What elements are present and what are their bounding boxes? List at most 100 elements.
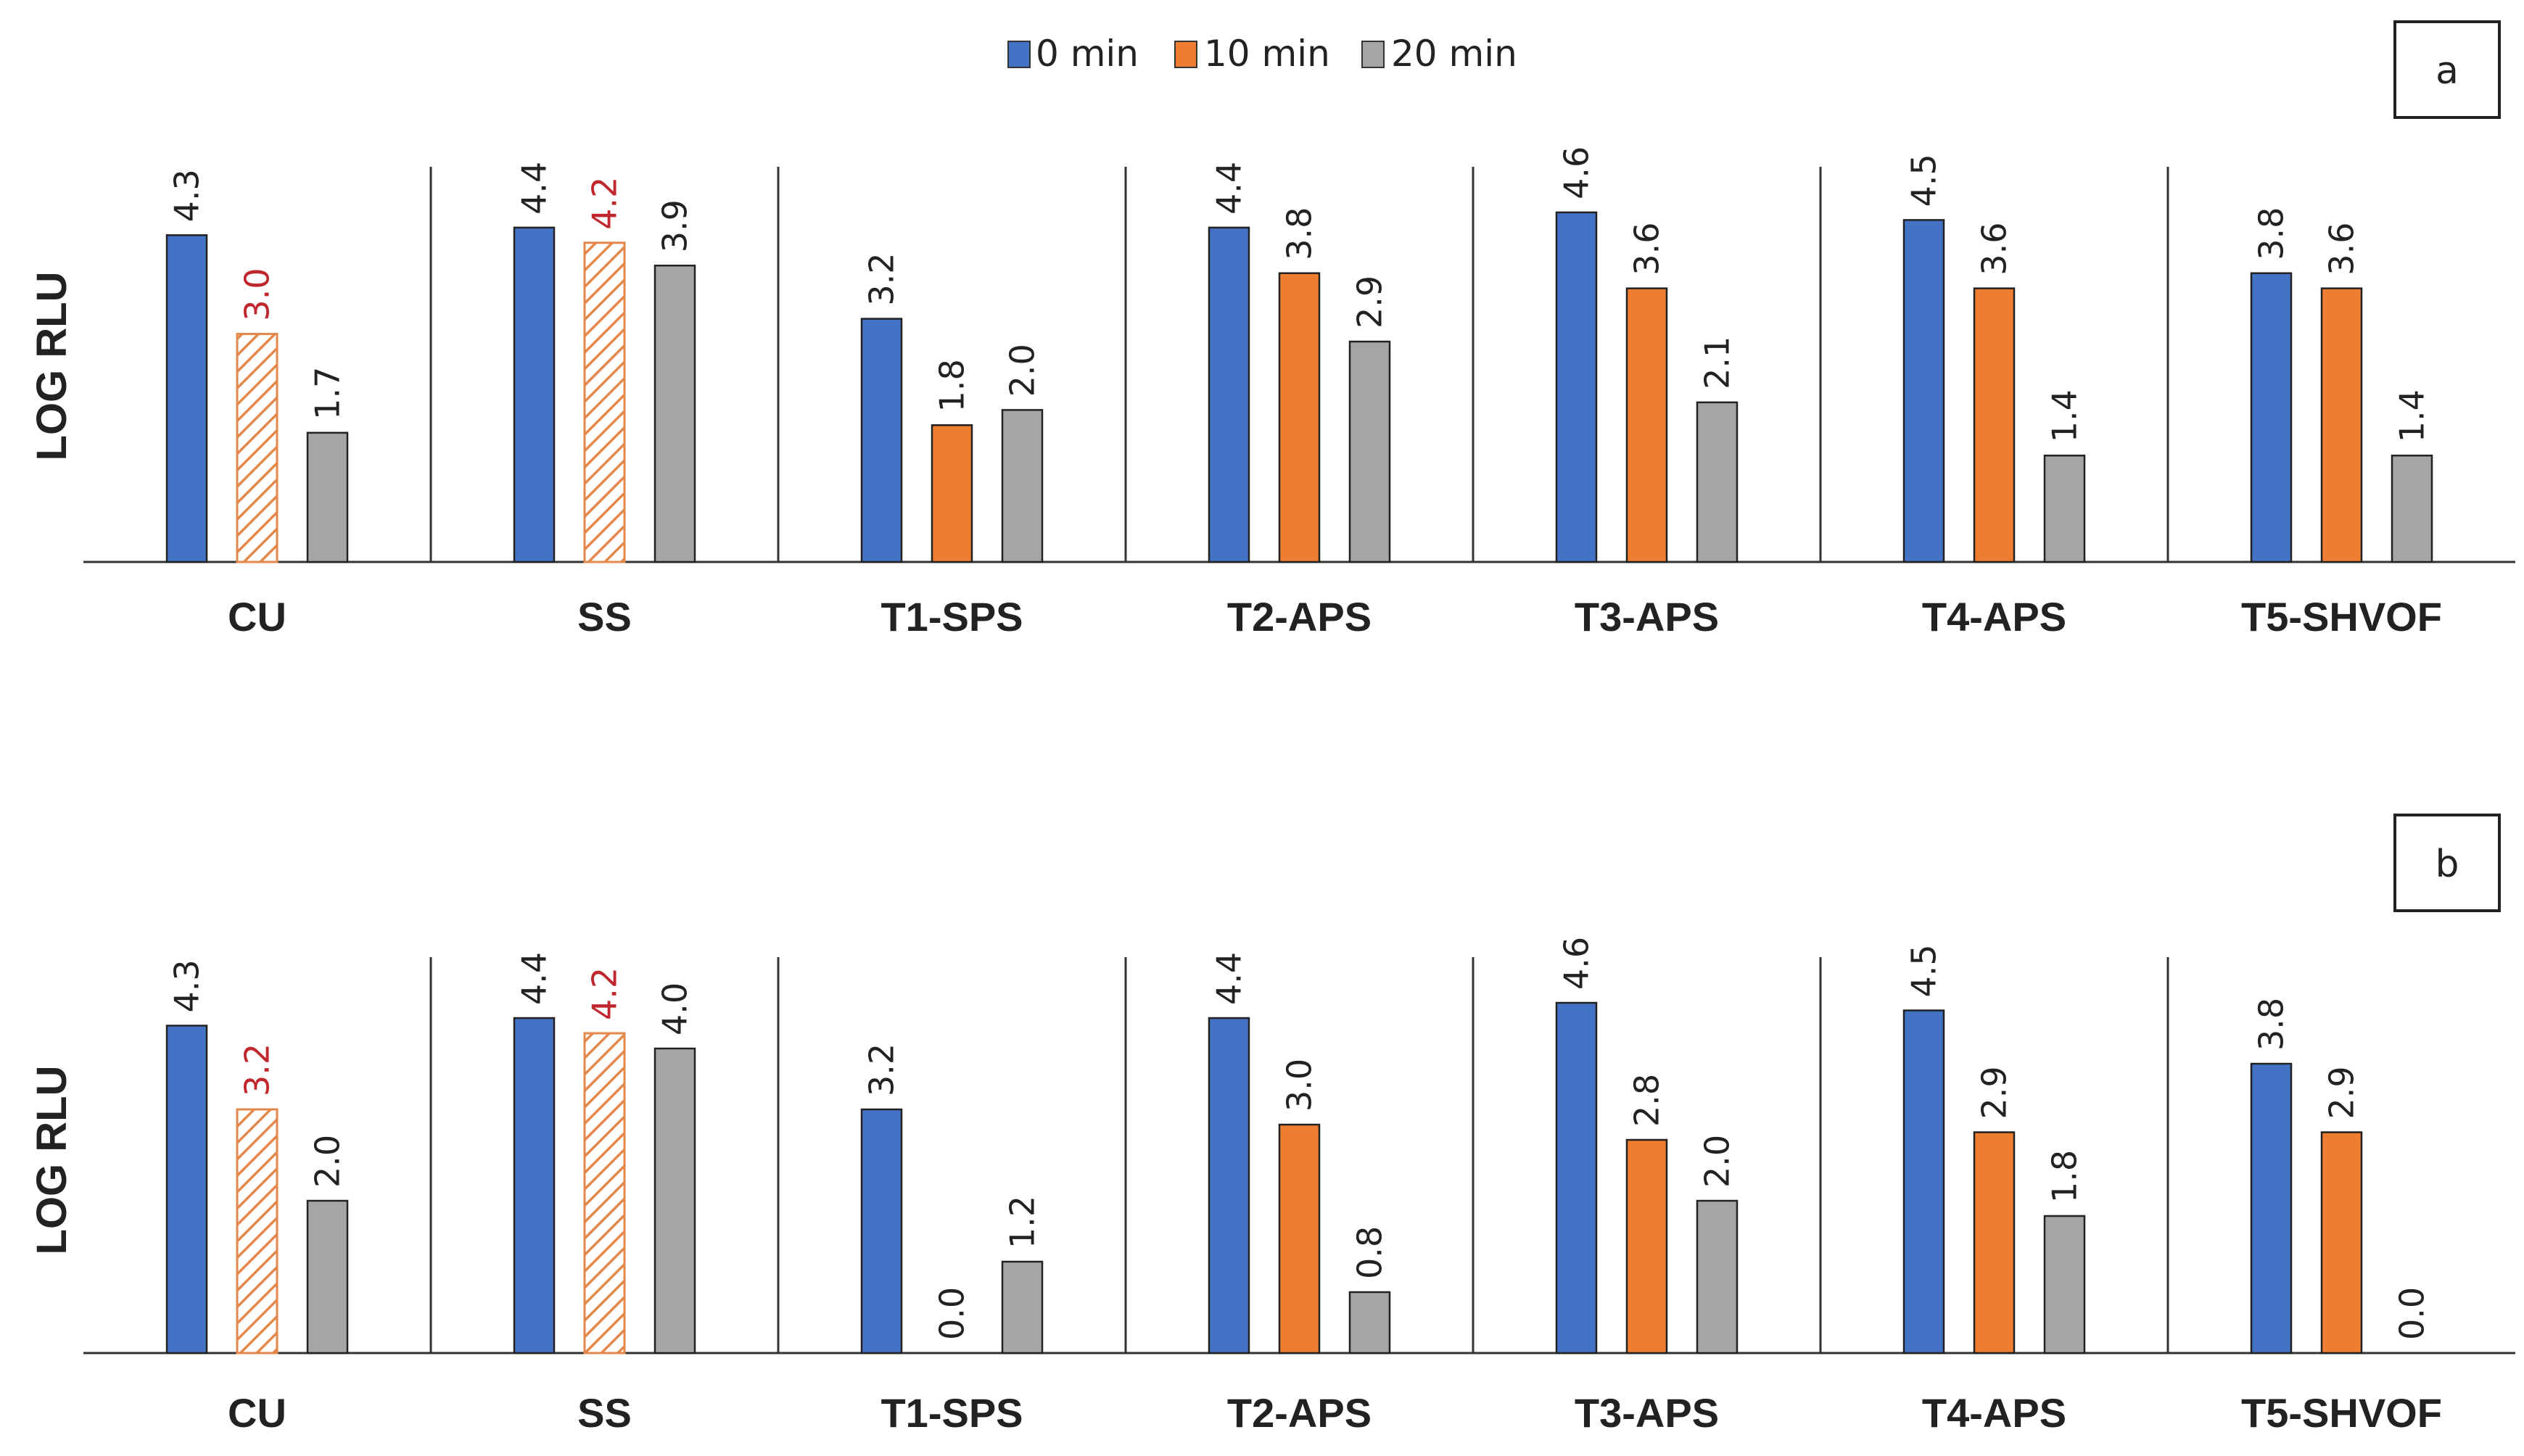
value-label-b-cu-0-min: 4.3 bbox=[168, 959, 207, 1012]
bar-b-t1-sps-0-min bbox=[860, 1108, 903, 1354]
value-label-b-t1-sps-20-min: 1.2 bbox=[1003, 1196, 1042, 1249]
value-label-a-t1-sps-20-min: 2.0 bbox=[1003, 344, 1042, 397]
bar-a-t1-sps-20-min bbox=[1001, 409, 1044, 563]
legend-item-10min: 10 min bbox=[1174, 33, 1330, 75]
chart-panel-a: CU 4.3 3.0 1.7 SS 4.4 4.2 3.9 T1-SPS 3.2 1.8 2.0 T2-… bbox=[83, 146, 2515, 640]
legend-label-0min: 0 min bbox=[1036, 33, 1139, 75]
category-label-a-t5-shvof: T5-SHVOF bbox=[2241, 594, 2442, 640]
value-label-b-ss-10-min: 4.2 bbox=[585, 967, 624, 1020]
bar-b-cu-0-min bbox=[165, 1025, 208, 1354]
legend: 0 min 10 min 20 min bbox=[1007, 33, 1517, 75]
bar-b-ss-0-min bbox=[513, 1017, 556, 1354]
value-label-a-t2-aps-20-min: 2.9 bbox=[1350, 276, 1390, 328]
panel-label-a-text: a bbox=[2436, 49, 2459, 93]
bar-a-t2-aps-20-min bbox=[1348, 340, 1391, 563]
category-label-b-t1-sps: T1-SPS bbox=[880, 1390, 1023, 1436]
bar-a-ss-10-min bbox=[583, 241, 626, 563]
bar-b-t3-aps-10-min bbox=[1625, 1138, 1668, 1354]
bar-b-t4-aps-20-min bbox=[2043, 1215, 2086, 1354]
panel-label-b-box bbox=[2393, 814, 2501, 912]
bar-b-t1-sps-20-min bbox=[1001, 1260, 1044, 1354]
value-label-a-cu-20-min: 1.7 bbox=[308, 367, 347, 420]
bar-a-t4-aps-10-min bbox=[1973, 287, 2016, 563]
bar-b-ss-20-min bbox=[653, 1047, 696, 1354]
bar-a-t5-shvof-10-min bbox=[2320, 287, 2363, 563]
value-label-b-t4-aps-0-min: 4.5 bbox=[1905, 944, 1944, 997]
bar-a-t1-sps-10-min bbox=[931, 424, 973, 563]
bar-a-ss-20-min bbox=[653, 265, 696, 563]
panel-label-a: a bbox=[2393, 20, 2501, 119]
category-label-a-t2-aps: T2-APS bbox=[1227, 594, 1372, 640]
value-label-a-t4-aps-10-min: 3.6 bbox=[1975, 223, 2014, 276]
bar-b-ss-10-min bbox=[583, 1032, 626, 1354]
value-label-a-t3-aps-20-min: 2.1 bbox=[1698, 336, 1737, 389]
value-label-b-ss-20-min: 4.0 bbox=[656, 983, 695, 1035]
value-label-a-cu-10-min: 3.0 bbox=[238, 268, 277, 320]
value-label-a-t1-sps-10-min: 1.8 bbox=[933, 359, 972, 412]
bar-b-t3-aps-0-min bbox=[1555, 1001, 1598, 1354]
bar-b-t2-aps-0-min bbox=[1208, 1017, 1250, 1354]
category-label-b-cu: CU bbox=[228, 1390, 286, 1436]
legend-item-0min: 0 min bbox=[1007, 33, 1139, 75]
category-label-a-ss: SS bbox=[577, 594, 632, 640]
value-label-a-t2-aps-0-min: 4.4 bbox=[1210, 162, 1249, 215]
panel-label-b-text: b bbox=[2435, 843, 2459, 886]
legend-item-20min: 20 min bbox=[1361, 33, 1517, 75]
value-label-a-ss-10-min: 4.2 bbox=[585, 177, 624, 230]
category-label-a-t3-aps: T3-APS bbox=[1575, 594, 1719, 640]
bar-a-t3-aps-10-min bbox=[1625, 287, 1668, 563]
category-label-b-t4-aps: T4-APS bbox=[1922, 1390, 2066, 1436]
legend-label-20min: 20 min bbox=[1391, 33, 1517, 75]
value-label-b-t3-aps-10-min: 2.8 bbox=[1628, 1074, 1667, 1127]
category-label-a-cu: CU bbox=[228, 594, 286, 640]
bar-a-ss-0-min bbox=[513, 226, 556, 563]
value-label-b-cu-10-min: 3.2 bbox=[238, 1043, 277, 1096]
value-label-b-t2-aps-20-min: 0.8 bbox=[1350, 1226, 1390, 1279]
category-label-b-t5-shvof: T5-SHVOF bbox=[2241, 1390, 2442, 1436]
bar-b-t4-aps-0-min bbox=[1902, 1009, 1945, 1354]
panel-label-b: b bbox=[2393, 814, 2501, 912]
bar-a-cu-10-min bbox=[236, 333, 279, 563]
bar-b-cu-10-min bbox=[236, 1108, 279, 1354]
y-axis-title-b: LOG RLU bbox=[28, 1066, 75, 1255]
chart-panel-b: CU 4.3 3.2 2.0 SS 4.4 4.2 4.0 T1-SPS 3.2 0.0 1.2 T2-… bbox=[83, 937, 2515, 1436]
legend-swatch-20min bbox=[1361, 41, 1385, 68]
category-label-a-t1-sps: T1-SPS bbox=[880, 594, 1023, 640]
bar-a-t3-aps-0-min bbox=[1555, 211, 1598, 563]
bar-a-cu-20-min bbox=[306, 431, 349, 563]
value-label-a-ss-20-min: 3.9 bbox=[656, 199, 695, 252]
bar-b-t2-aps-20-min bbox=[1348, 1291, 1391, 1354]
bar-a-cu-0-min bbox=[165, 234, 208, 563]
value-label-a-t4-aps-20-min: 1.4 bbox=[2045, 389, 2084, 442]
bar-a-t4-aps-20-min bbox=[2043, 455, 2086, 563]
bar-a-t3-aps-20-min bbox=[1696, 401, 1739, 563]
value-label-b-t1-sps-10-min: 0.0 bbox=[933, 1287, 972, 1340]
bar-a-t5-shvof-0-min bbox=[2250, 272, 2293, 563]
value-label-b-t5-shvof-10-min: 2.9 bbox=[2322, 1066, 2362, 1119]
value-label-a-t3-aps-10-min: 3.6 bbox=[1628, 223, 1667, 276]
value-label-a-t2-aps-10-min: 3.8 bbox=[1280, 207, 1319, 260]
value-label-b-t4-aps-10-min: 2.9 bbox=[1975, 1066, 2014, 1119]
bar-b-t5-shvof-0-min bbox=[2250, 1062, 2293, 1354]
category-label-b-t2-aps: T2-APS bbox=[1227, 1390, 1372, 1436]
bar-b-t4-aps-10-min bbox=[1973, 1131, 2016, 1354]
panel-label-a-box bbox=[2393, 20, 2501, 119]
bar-b-cu-20-min bbox=[306, 1199, 349, 1354]
bar-a-t2-aps-10-min bbox=[1278, 272, 1321, 563]
value-label-b-t2-aps-0-min: 4.4 bbox=[1210, 952, 1249, 1005]
legend-swatch-0min bbox=[1007, 41, 1031, 68]
bar-a-t2-aps-0-min bbox=[1208, 226, 1250, 563]
bar-b-t3-aps-20-min bbox=[1696, 1199, 1739, 1354]
bar-a-t5-shvof-20-min bbox=[2391, 455, 2433, 563]
value-label-a-ss-0-min: 4.4 bbox=[515, 162, 554, 215]
legend-swatch-10min bbox=[1174, 41, 1197, 68]
value-label-a-t5-shvof-20-min: 1.4 bbox=[2393, 389, 2432, 442]
value-label-a-t5-shvof-10-min: 3.6 bbox=[2322, 223, 2362, 276]
value-label-a-t4-aps-0-min: 4.5 bbox=[1905, 154, 1944, 207]
bar-a-t1-sps-0-min bbox=[860, 318, 903, 563]
value-label-b-t3-aps-20-min: 2.0 bbox=[1698, 1135, 1737, 1188]
bar-b-t2-aps-10-min bbox=[1278, 1123, 1321, 1354]
legend-label-10min: 10 min bbox=[1204, 33, 1330, 75]
value-label-b-t1-sps-0-min: 3.2 bbox=[862, 1043, 902, 1096]
